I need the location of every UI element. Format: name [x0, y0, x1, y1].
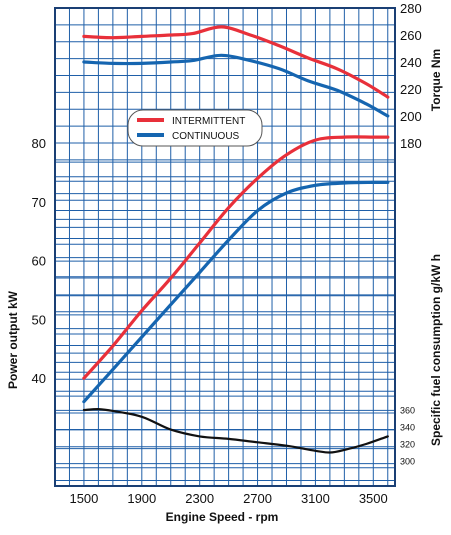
torque-tick-label: 260 [400, 28, 422, 43]
fuel-tick-label: 340 [400, 423, 415, 433]
x-tick-label: 3500 [359, 491, 388, 506]
grid [54, 8, 395, 486]
torque-tick-label: 240 [400, 55, 422, 70]
series-layer [82, 25, 390, 454]
legend: INTERMITTENT CONTINUOUS [127, 109, 263, 147]
continuous-torque-line [82, 53, 390, 118]
torque-tick-label: 280 [400, 1, 422, 16]
continuous-power-line [82, 180, 390, 404]
intermittent-power-line [82, 135, 390, 380]
fuel-axis-label: Specific fuel consumption g/kW h [429, 254, 443, 446]
power-tick-label: 60 [32, 254, 46, 269]
fuel-tick-label: 320 [400, 440, 415, 450]
tick-labels: 1500 1900 2300 2700 3100 3500 40 50 60 70 80 180 200… [32, 1, 422, 506]
power-tick-label: 70 [32, 195, 46, 210]
x-tick-label: 3100 [301, 491, 330, 506]
x-tick-label: 1900 [127, 491, 156, 506]
intermittent-torque-line [82, 25, 390, 99]
power-tick-label: 80 [32, 136, 46, 151]
legend-label-continuous: CONTINUOUS [172, 131, 240, 142]
fuel-fuel-line [82, 407, 389, 454]
power-tick-label: 40 [32, 371, 46, 386]
plot-border [54, 7, 396, 487]
plot-frame [54, 7, 396, 487]
fuel-tick-label: 300 [400, 457, 415, 467]
x-tick-label: 1500 [69, 491, 98, 506]
torque-tick-label: 220 [400, 82, 422, 97]
power-tick-label: 50 [32, 312, 46, 327]
x-axis-label: Engine Speed - rpm [166, 510, 279, 524]
torque-axis-label: Torque Nm [429, 49, 443, 111]
fuel-tick-label: 360 [400, 406, 415, 416]
torque-tick-label: 180 [400, 136, 422, 151]
x-tick-label: 2700 [243, 491, 272, 506]
x-tick-label: 2300 [185, 491, 214, 506]
torque-tick-label: 200 [400, 109, 422, 124]
legend-label-intermittent: INTERMITTENT [172, 116, 245, 127]
power-axis-label: Power output kW [6, 290, 20, 389]
